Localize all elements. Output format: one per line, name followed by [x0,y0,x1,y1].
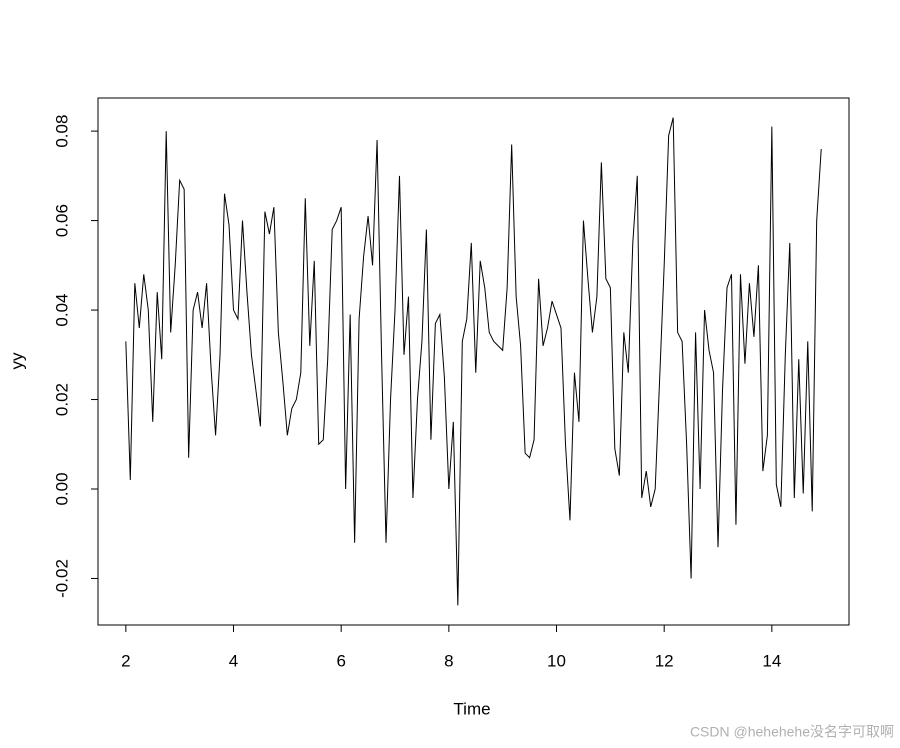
x-tick-label: 14 [762,651,781,670]
x-tick-label: 8 [444,651,453,670]
y-tick-label: 0.08 [52,115,71,148]
y-tick-label: 0.02 [52,383,71,416]
x-tick-label: 12 [655,651,674,670]
data-line [125,117,822,606]
watermark: CSDN @hehehehe没名字可取啊 [690,724,894,740]
y-tick-label: 0.06 [52,204,71,237]
x-tick-label: 4 [229,651,238,670]
y-tick-label: 0.00 [52,472,71,505]
x-tick-label: 6 [336,651,345,670]
x-axis-label: Time [453,699,490,718]
y-tick-label: -0.02 [52,559,71,598]
y-tick-label: 0.04 [52,294,71,327]
x-tick-label: 2 [121,651,130,670]
x-tick-label: 10 [547,651,566,670]
y-axis-label: yy [7,352,26,370]
